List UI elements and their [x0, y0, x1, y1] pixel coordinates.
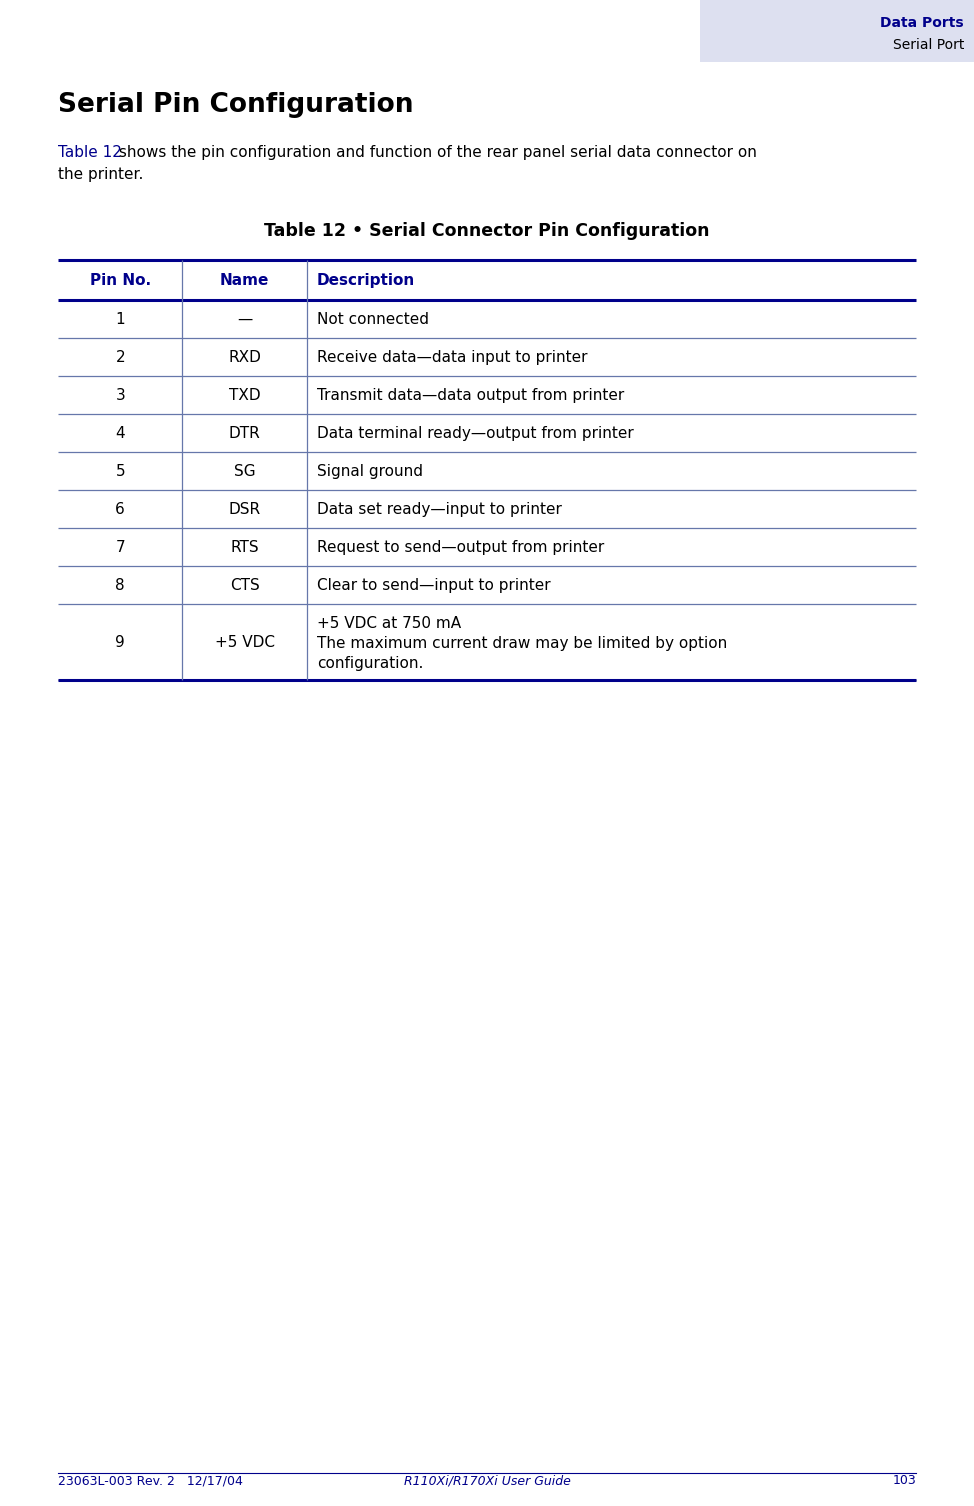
- Text: Description: Description: [317, 273, 415, 288]
- Text: Table 12: Table 12: [58, 145, 122, 160]
- Text: SG: SG: [234, 464, 255, 479]
- Text: CTS: CTS: [230, 577, 259, 592]
- Text: Request to send—output from printer: Request to send—output from printer: [317, 539, 604, 554]
- Text: Not connected: Not connected: [317, 312, 429, 327]
- Text: Pin No.: Pin No.: [90, 273, 151, 288]
- Text: configuration.: configuration.: [317, 657, 423, 672]
- Text: RTS: RTS: [230, 539, 259, 554]
- Text: Serial Port: Serial Port: [892, 38, 964, 53]
- Text: 7: 7: [115, 539, 125, 554]
- Text: +5 VDC at 750 mA: +5 VDC at 750 mA: [317, 616, 461, 631]
- Text: 8: 8: [115, 577, 125, 592]
- Text: 23063L-003 Rev. 2   12/17/04: 23063L-003 Rev. 2 12/17/04: [58, 1474, 243, 1486]
- Text: the printer.: the printer.: [58, 167, 143, 182]
- Text: DSR: DSR: [229, 501, 261, 517]
- Text: Name: Name: [220, 273, 269, 288]
- Text: The maximum current draw may be limited by option: The maximum current draw may be limited …: [317, 636, 727, 651]
- Text: 6: 6: [115, 501, 125, 517]
- Text: Transmit data—data output from printer: Transmit data—data output from printer: [317, 387, 624, 402]
- Text: Data set ready—input to printer: Data set ready—input to printer: [317, 501, 562, 517]
- Text: 5: 5: [115, 464, 125, 479]
- Text: 4: 4: [115, 426, 125, 440]
- Text: Serial Pin Configuration: Serial Pin Configuration: [58, 92, 414, 117]
- Text: Clear to send—input to printer: Clear to send—input to printer: [317, 577, 550, 592]
- Text: Table 12 • Serial Connector Pin Configuration: Table 12 • Serial Connector Pin Configur…: [264, 221, 710, 239]
- Text: RXD: RXD: [228, 349, 261, 364]
- Text: —: —: [237, 312, 252, 327]
- Bar: [700, 0, 974, 62]
- Text: 9: 9: [115, 634, 125, 649]
- Text: Signal ground: Signal ground: [317, 464, 423, 479]
- Text: 3: 3: [115, 387, 125, 402]
- Text: shows the pin configuration and function of the rear panel serial data connector: shows the pin configuration and function…: [114, 145, 757, 160]
- Text: DTR: DTR: [229, 426, 260, 440]
- Text: 1: 1: [115, 312, 125, 327]
- Text: TXD: TXD: [229, 387, 260, 402]
- Text: Receive data—data input to printer: Receive data—data input to printer: [317, 349, 587, 364]
- Text: Data terminal ready—output from printer: Data terminal ready—output from printer: [317, 426, 633, 440]
- Text: +5 VDC: +5 VDC: [214, 634, 275, 649]
- Text: 2: 2: [115, 349, 125, 364]
- Text: 103: 103: [892, 1474, 916, 1486]
- Text: R110Xi/R170Xi User Guide: R110Xi/R170Xi User Guide: [403, 1474, 571, 1486]
- Text: Data Ports: Data Ports: [880, 17, 964, 30]
